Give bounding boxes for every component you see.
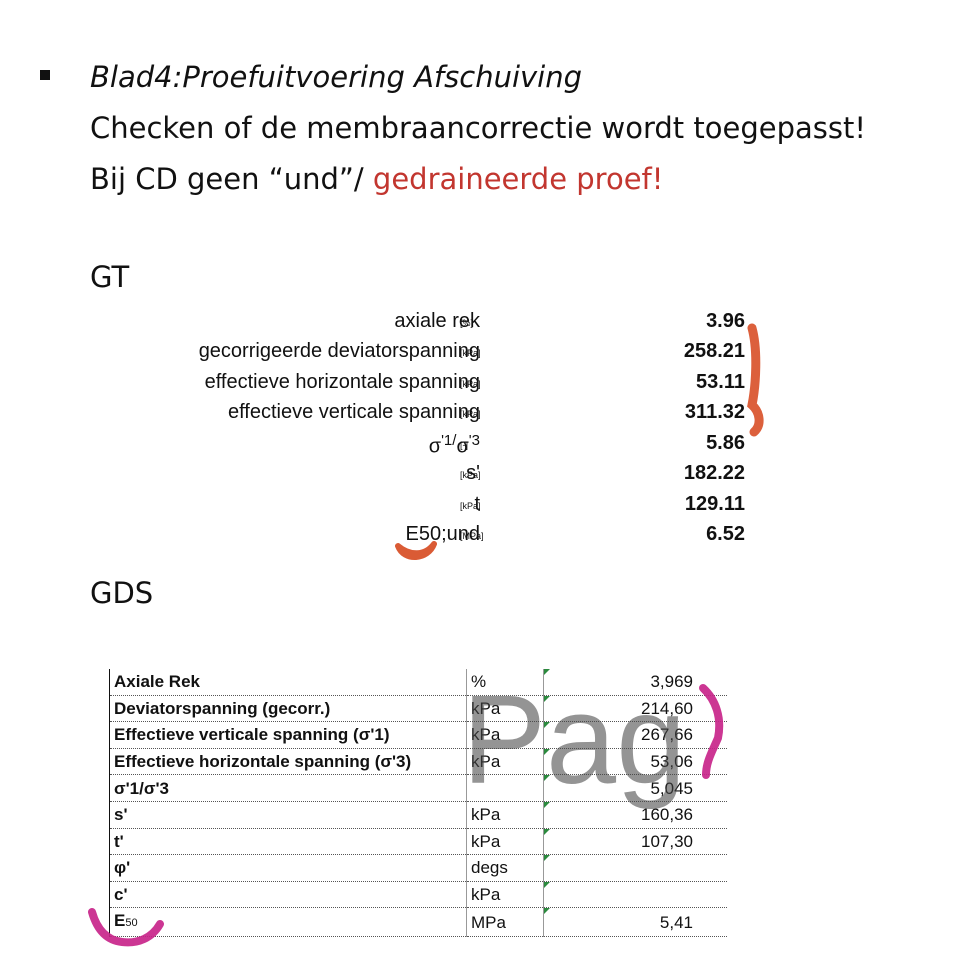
- gt-row-label: σ'1/σ'3: [429, 432, 480, 459]
- gds-unit: kPa: [466, 801, 544, 829]
- gt-row-value: 5.86: [706, 432, 745, 454]
- bullet-line-3: Bij CD geen “und”/ gedraineerde proef!: [90, 162, 663, 196]
- gds-label: c': [109, 881, 467, 909]
- gt-row-unit: [%]: [460, 318, 474, 328]
- gds-value: 214,60: [543, 695, 727, 723]
- gt-row: effectieve verticale spanning [kPa] 311.…: [90, 401, 790, 431]
- gds-unit: kPa: [466, 748, 544, 776]
- gt-row-label: effectieve horizontale spanning: [204, 371, 480, 393]
- gt-row-label: axiale rek: [394, 310, 480, 332]
- gt-und-underline-mark: [395, 541, 437, 560]
- gds-value: 107,30: [543, 828, 727, 856]
- gt-row-unit: [kPa]: [460, 379, 481, 389]
- gds-e50-underline-mark: [88, 908, 164, 947]
- gt-section-label: GT: [90, 260, 130, 294]
- gt-row-label: gecorrigeerde deviatorspanning: [198, 340, 480, 362]
- table-row: Effectieve verticale spanning (σ'1) kPa …: [109, 721, 727, 749]
- gt-row: s' [kPa] 182.22: [90, 462, 790, 492]
- gt-sigma-3: σ: [456, 435, 469, 458]
- gds-table: Axiale Rek % 3,969 Deviatorspanning (gec…: [109, 669, 727, 938]
- gt-row: t [kPa] 129.11: [90, 493, 790, 523]
- gds-value: [543, 881, 727, 909]
- gds-section-label: GDS: [90, 576, 154, 610]
- gt-row-unit: [kPa]: [460, 470, 481, 480]
- gds-label: t': [109, 828, 467, 856]
- gt-row-label: E50;und: [405, 523, 480, 545]
- gt-row-unit: [kPa]: [460, 409, 481, 419]
- gt-row: gecorrigeerde deviatorspanning [kPa] 258…: [90, 340, 790, 370]
- gt-bracket-mark: [747, 323, 764, 437]
- gt-row-label: effectieve verticale spanning: [227, 401, 480, 423]
- gt-row-value: 53.11: [696, 371, 745, 393]
- gt-row-unit: [-]: [460, 440, 468, 450]
- gt-row-value: 129.11: [684, 493, 745, 515]
- bullet-line-2: Checken of de membraancorrectie wordt to…: [90, 111, 866, 145]
- table-row: σ'1/σ'3 5,045: [109, 774, 727, 802]
- gt-sigma-3-index: '3: [468, 432, 480, 449]
- table-row: φ' degs: [109, 854, 727, 882]
- gds-unit: kPa: [466, 828, 544, 856]
- gt-row-value: 311.32: [684, 401, 745, 423]
- gds-label: Axiale Rek: [109, 669, 467, 696]
- bullet-marker: [40, 70, 50, 80]
- gds-label: Deviatorspanning (gecorr.): [109, 695, 467, 723]
- bullet-line-3-highlight: gedraineerde proef!: [372, 162, 664, 196]
- gt-row: E50;und [MPa] 6.52: [90, 523, 790, 553]
- gds-value: [543, 854, 727, 882]
- gds-unit: degs: [466, 854, 544, 882]
- gt-row-label: t: [474, 493, 480, 515]
- gt-sigma-1: σ: [428, 435, 442, 458]
- gt-row-value: 182.22: [683, 462, 745, 484]
- gt-row-label: s': [466, 462, 480, 484]
- bullet-title: Blad4:Proefuitvoering Afschuiving: [90, 60, 583, 94]
- gds-unit: kPa: [466, 695, 544, 723]
- gds-label: s': [109, 801, 467, 829]
- gds-label: E50: [109, 907, 467, 938]
- gds-label: σ'1/σ'3: [109, 774, 467, 802]
- gt-row: σ'1/σ'3 [-] 5.86: [90, 432, 790, 462]
- gt-row-value: 3.96: [706, 310, 745, 332]
- gt-row-value: 6.52: [706, 523, 745, 545]
- table-row: Effectieve horizontale spanning (σ'3) kP…: [109, 748, 727, 776]
- gds-value: 267,66: [543, 721, 727, 749]
- gds-value: 160,36: [543, 801, 727, 829]
- bullet-line-3-prefix: Bij CD geen “und”/: [90, 162, 373, 196]
- gds-unit: [466, 774, 544, 802]
- table-row: Axiale Rek % 3,969: [109, 669, 727, 696]
- gds-unit: kPa: [466, 881, 544, 909]
- gds-unit: %: [466, 669, 544, 696]
- gds-unit: kPa: [466, 721, 544, 749]
- gt-sigma-1-index: '1/: [441, 432, 457, 449]
- gds-value: 3,969: [543, 669, 727, 696]
- table-row: E50 MPa 5,41: [109, 907, 727, 938]
- gds-value: 5,045: [543, 774, 727, 802]
- gds-value: 53,06: [543, 748, 727, 776]
- table-row: c' kPa: [109, 881, 727, 909]
- table-row: s' kPa 160,36: [109, 801, 727, 829]
- gt-row-value: 258.21: [683, 340, 745, 362]
- table-row: t' kPa 107,30: [109, 828, 727, 856]
- gt-row-unit: [MPa]: [460, 531, 484, 541]
- gds-value: 5,41: [543, 907, 727, 938]
- gds-label: Effectieve horizontale spanning (σ'3): [109, 748, 467, 776]
- gt-row-unit: [kPa]: [460, 348, 481, 358]
- gds-unit: MPa: [466, 907, 544, 938]
- gds-e-subscript: 50: [125, 917, 138, 930]
- gds-label: φ': [109, 854, 467, 882]
- gt-row-unit: [kPa]: [460, 501, 481, 511]
- gds-bracket-mark: [699, 684, 724, 779]
- gds-label: Effectieve verticale spanning (σ'1): [109, 721, 467, 749]
- gt-row: axiale rek [%] 3.96: [90, 310, 790, 340]
- table-row: Deviatorspanning (gecorr.) kPa 214,60: [109, 695, 727, 723]
- gds-e-label: E: [114, 911, 126, 931]
- gt-row: effectieve horizontale spanning [kPa] 53…: [90, 371, 790, 401]
